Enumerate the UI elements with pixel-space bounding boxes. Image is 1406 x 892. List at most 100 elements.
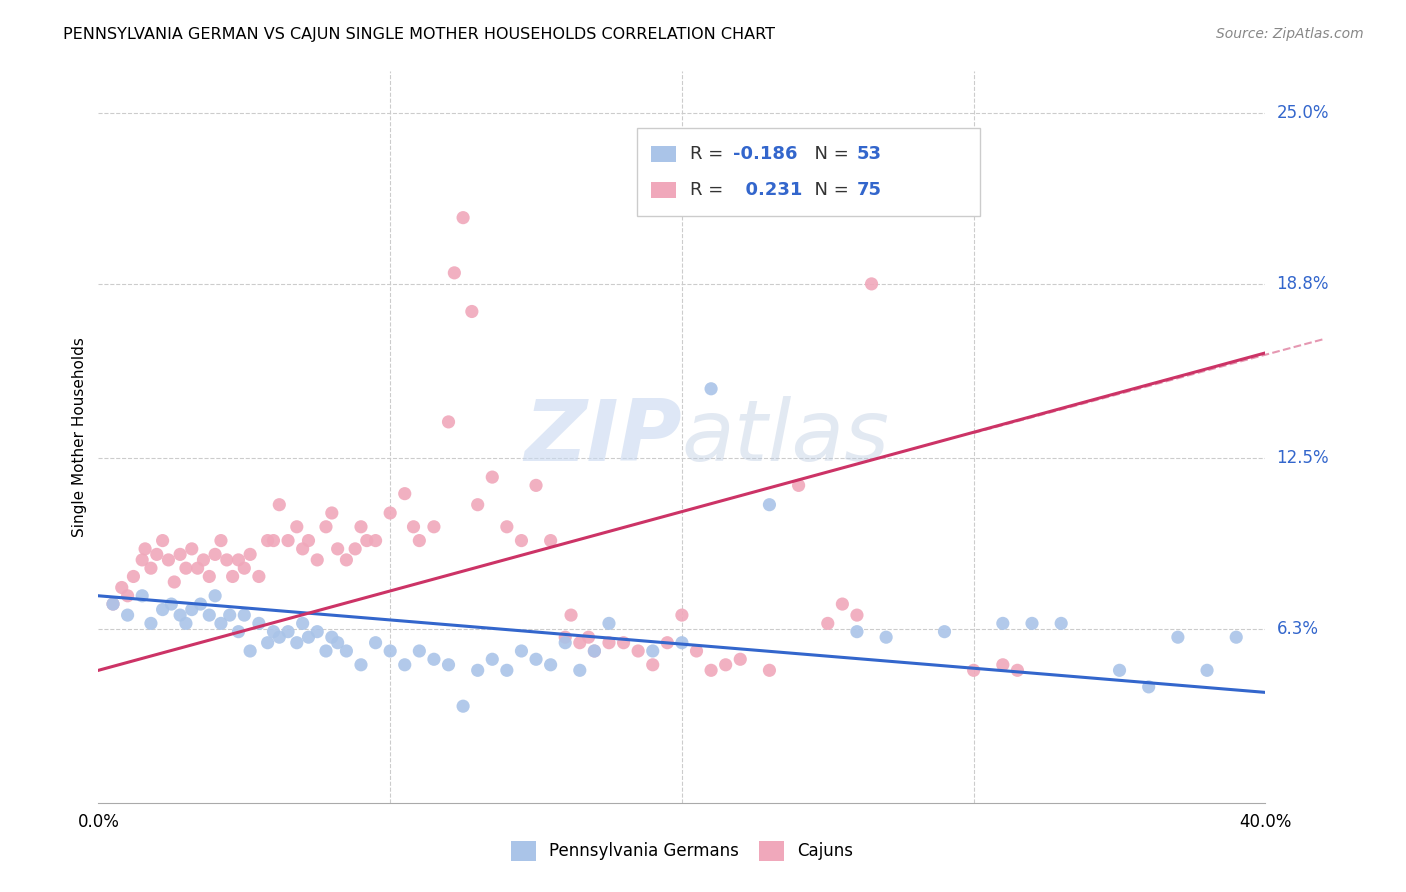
Point	[228, 624, 250, 639]
Y-axis label: Single Mother Households: Single Mother Households	[72, 337, 87, 537]
Point	[307, 553, 329, 567]
Point	[152, 602, 174, 616]
Point	[451, 211, 474, 225]
Point	[568, 663, 591, 677]
Legend: Pennsylvania Germans, Cajuns: Pennsylvania Germans, Cajuns	[503, 834, 860, 868]
Point	[641, 657, 664, 672]
Point	[437, 415, 460, 429]
Point	[598, 616, 620, 631]
Point	[277, 624, 299, 639]
Point	[1021, 616, 1043, 631]
Point	[560, 608, 582, 623]
Point	[481, 652, 503, 666]
Point	[285, 636, 308, 650]
Point	[496, 520, 519, 534]
Point	[758, 663, 780, 677]
Point	[215, 553, 238, 567]
Point	[247, 569, 270, 583]
Point	[180, 602, 202, 616]
Point	[437, 657, 460, 672]
Point	[204, 548, 226, 562]
Point	[380, 644, 402, 658]
Point	[146, 548, 169, 562]
Point	[554, 636, 576, 650]
Point	[540, 533, 562, 548]
Point	[671, 636, 693, 650]
Point	[117, 589, 139, 603]
Point	[157, 553, 180, 567]
Point	[394, 486, 416, 500]
Point	[583, 644, 606, 658]
Point	[101, 597, 124, 611]
Text: 75: 75	[856, 181, 882, 199]
Point	[578, 630, 600, 644]
Point	[380, 506, 402, 520]
Point	[134, 541, 156, 556]
Point	[364, 636, 387, 650]
Point	[657, 636, 679, 650]
Point	[198, 569, 221, 583]
Point	[198, 608, 221, 623]
Point	[315, 644, 337, 658]
Point	[297, 630, 319, 644]
Point	[160, 597, 183, 611]
Point	[451, 699, 474, 714]
Text: ZIP: ZIP	[524, 395, 682, 479]
Point	[1225, 630, 1247, 644]
Point	[934, 624, 956, 639]
Point	[1137, 680, 1160, 694]
Point	[481, 470, 503, 484]
Point	[221, 569, 243, 583]
Point	[846, 608, 869, 623]
Point	[169, 548, 191, 562]
Point	[193, 553, 215, 567]
Point	[700, 382, 723, 396]
Point	[218, 608, 240, 623]
Point	[315, 520, 337, 534]
Point	[190, 597, 212, 611]
Point	[758, 498, 780, 512]
Point	[540, 657, 562, 672]
Point	[408, 533, 430, 548]
Point	[321, 630, 343, 644]
Point	[262, 624, 284, 639]
Point	[344, 541, 367, 556]
Point	[169, 608, 191, 623]
Point	[875, 630, 897, 644]
Point	[285, 520, 308, 534]
Point	[117, 608, 139, 623]
Point	[846, 624, 869, 639]
Text: PENNSYLVANIA GERMAN VS CAJUN SINGLE MOTHER HOUSEHOLDS CORRELATION CHART: PENNSYLVANIA GERMAN VS CAJUN SINGLE MOTH…	[63, 27, 775, 42]
Point	[568, 636, 591, 650]
Text: N =: N =	[803, 181, 855, 199]
Point	[174, 561, 197, 575]
Point	[233, 561, 256, 575]
Text: 25.0%: 25.0%	[1277, 103, 1329, 122]
Point	[277, 533, 299, 548]
Point	[524, 478, 547, 492]
Text: 18.8%: 18.8%	[1277, 275, 1329, 293]
Point	[139, 561, 162, 575]
Point	[860, 277, 883, 291]
Point	[671, 608, 693, 623]
Point	[524, 652, 547, 666]
Point	[209, 533, 232, 548]
Point	[297, 533, 319, 548]
Text: N =: N =	[803, 145, 855, 163]
Point	[714, 657, 737, 672]
Point	[700, 663, 723, 677]
Point	[291, 616, 314, 631]
Point	[1108, 663, 1130, 677]
Point	[233, 608, 256, 623]
Text: 12.5%: 12.5%	[1277, 449, 1329, 467]
Text: Source: ZipAtlas.com: Source: ZipAtlas.com	[1216, 27, 1364, 41]
Point	[335, 553, 357, 567]
Point	[641, 644, 664, 658]
Point	[256, 636, 278, 650]
Point	[307, 624, 329, 639]
Point	[111, 581, 134, 595]
Point	[350, 657, 373, 672]
Point	[326, 541, 349, 556]
Point	[467, 498, 489, 512]
Point	[394, 657, 416, 672]
